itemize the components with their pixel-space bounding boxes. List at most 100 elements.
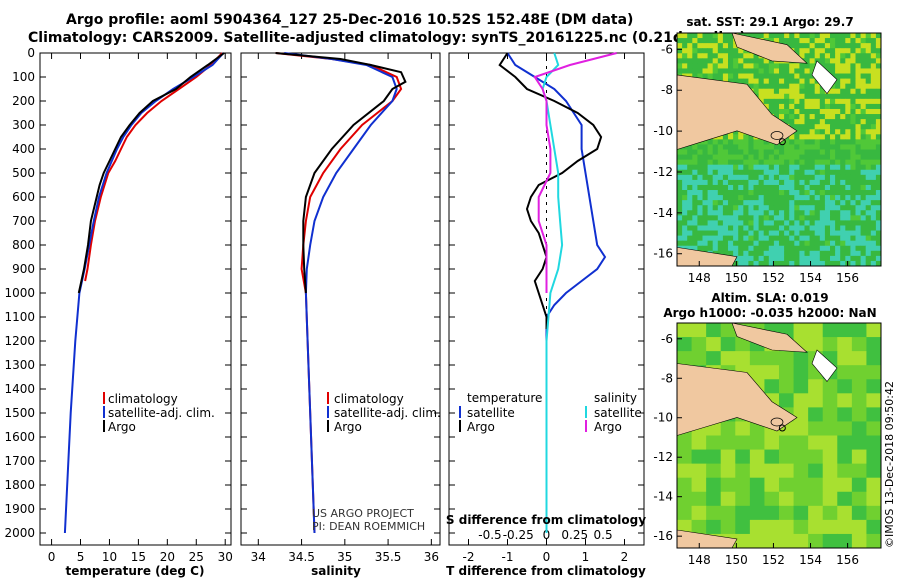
map-cell bbox=[748, 220, 754, 226]
map-cell bbox=[728, 184, 734, 191]
map-cell bbox=[835, 53, 841, 59]
map-cell bbox=[835, 260, 841, 267]
map-cell bbox=[728, 58, 734, 64]
map-cell bbox=[743, 174, 749, 181]
map-cell bbox=[687, 68, 693, 74]
map-cell bbox=[837, 351, 853, 366]
map-cell bbox=[692, 210, 698, 216]
map-cell bbox=[870, 68, 877, 74]
map-cell bbox=[753, 78, 759, 85]
map-cell bbox=[779, 491, 794, 507]
map-cell bbox=[819, 250, 826, 257]
map-cell bbox=[830, 124, 836, 130]
map-cell bbox=[682, 210, 688, 216]
map-cell bbox=[763, 154, 770, 161]
map-cell bbox=[819, 58, 826, 64]
map-cell bbox=[865, 119, 872, 125]
map-cell bbox=[779, 230, 785, 237]
map-cell bbox=[728, 43, 734, 49]
map-cell bbox=[687, 58, 693, 64]
map-cell bbox=[702, 38, 708, 44]
map-cell bbox=[743, 134, 749, 140]
map-cell bbox=[692, 63, 698, 69]
map-cell bbox=[773, 159, 780, 166]
map-cell bbox=[753, 63, 759, 69]
x-tick-label: 0 bbox=[48, 550, 56, 564]
map-cell bbox=[738, 250, 744, 257]
map-cell bbox=[712, 68, 719, 74]
map-cell bbox=[835, 154, 841, 161]
map-cell bbox=[830, 48, 836, 54]
map-cell bbox=[850, 230, 856, 237]
map-cell bbox=[840, 93, 846, 100]
map-cell bbox=[717, 149, 724, 155]
map-cell bbox=[733, 205, 739, 211]
map-cell bbox=[697, 68, 703, 74]
map-cell bbox=[855, 134, 861, 140]
map-cell bbox=[677, 463, 692, 479]
map-cell bbox=[822, 477, 838, 493]
map-cell bbox=[822, 449, 838, 465]
map-cell bbox=[773, 83, 780, 90]
map-cell bbox=[850, 103, 856, 110]
map-cell bbox=[728, 230, 734, 237]
map-cell bbox=[753, 139, 759, 145]
map-cell bbox=[789, 63, 795, 69]
map-cell bbox=[824, 114, 831, 120]
map-cell bbox=[804, 220, 810, 226]
map-cell bbox=[809, 134, 816, 140]
map-cell bbox=[822, 323, 838, 338]
map-cell bbox=[712, 73, 719, 79]
map-cell bbox=[784, 33, 790, 39]
map-cell bbox=[870, 78, 877, 85]
map-cell bbox=[809, 245, 816, 252]
map-cell bbox=[850, 154, 856, 161]
map-cell bbox=[677, 449, 692, 465]
map-cell bbox=[743, 58, 749, 64]
map-cell bbox=[779, 139, 785, 145]
map-cell bbox=[749, 491, 765, 507]
map-cell bbox=[804, 190, 810, 196]
map-cell bbox=[691, 519, 707, 535]
map-cell bbox=[706, 491, 722, 507]
map-cell bbox=[768, 220, 775, 226]
temperature-xlabel: temperature (deg C) bbox=[66, 564, 205, 578]
map-cell bbox=[763, 58, 770, 64]
map-cell bbox=[851, 393, 867, 408]
map-cell bbox=[870, 230, 877, 237]
map-cell bbox=[763, 139, 770, 145]
map-cell bbox=[748, 235, 754, 242]
map-cell bbox=[799, 154, 805, 161]
map-cell bbox=[733, 48, 739, 54]
map-cell bbox=[753, 53, 759, 59]
map-cell bbox=[677, 179, 683, 186]
map-cell bbox=[722, 215, 729, 221]
map-cell bbox=[677, 48, 683, 54]
map-cell bbox=[717, 210, 724, 216]
map-cell bbox=[866, 491, 882, 507]
map-cell bbox=[717, 48, 724, 54]
map-cell bbox=[819, 225, 826, 231]
map-cell bbox=[728, 245, 734, 252]
map-cell bbox=[855, 230, 861, 237]
map-cell bbox=[722, 63, 729, 69]
map-cell bbox=[697, 149, 703, 155]
series-line-argo bbox=[275, 52, 407, 294]
map-cell bbox=[722, 250, 729, 257]
map-cell bbox=[794, 38, 800, 44]
map-cell bbox=[819, 43, 826, 49]
map-cell bbox=[865, 48, 872, 54]
map-cell bbox=[722, 240, 729, 247]
map-cell bbox=[809, 154, 816, 161]
map-cell bbox=[794, 33, 800, 39]
map-cell bbox=[733, 43, 739, 49]
map-cell bbox=[722, 235, 729, 242]
map-cell bbox=[845, 255, 851, 262]
map-cell bbox=[809, 215, 816, 221]
map-cell bbox=[735, 463, 751, 479]
map-cell bbox=[784, 154, 790, 161]
map-cell bbox=[860, 164, 867, 171]
sal-legend-satellite: satellite-adj. clim. bbox=[334, 406, 441, 420]
map-cell bbox=[804, 144, 810, 150]
map-cell bbox=[870, 48, 877, 54]
